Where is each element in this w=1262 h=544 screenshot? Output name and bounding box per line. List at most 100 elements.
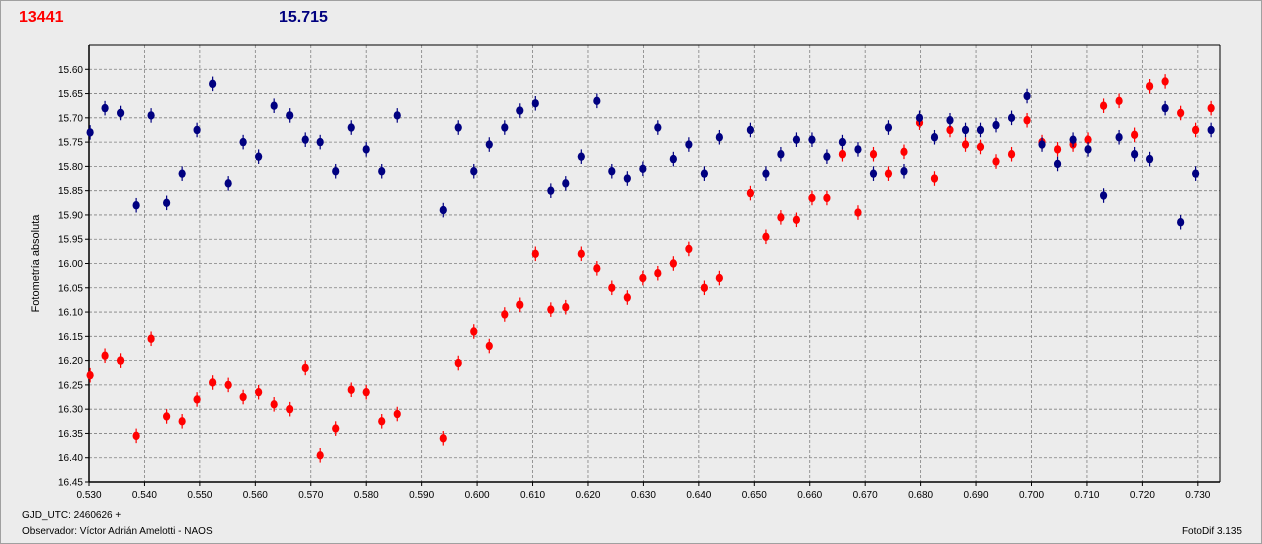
data-point (700, 169, 708, 178)
data-point (516, 106, 524, 115)
data-point (792, 135, 801, 144)
data-point (715, 273, 723, 283)
y-tick-label: 15.85 (58, 186, 83, 197)
data-point (1131, 130, 1139, 140)
data-point (746, 125, 755, 135)
x-tick-label: 0.570 (298, 490, 323, 501)
data-point (470, 327, 478, 336)
y-tick-label: 16.15 (58, 332, 83, 343)
data-point (1053, 159, 1062, 169)
data-point (1069, 135, 1077, 144)
data-point (869, 150, 878, 159)
data-point (1023, 91, 1031, 101)
data-point (209, 79, 217, 89)
data-point (531, 249, 539, 258)
x-tick-label: 0.620 (575, 490, 600, 501)
data-point (439, 205, 447, 215)
x-tick-label: 0.690 (964, 490, 989, 501)
data-point (593, 264, 601, 273)
y-tick-label: 16.00 (58, 259, 83, 270)
y-axis-label: Fotometría absoluta (30, 214, 42, 313)
data-point (562, 179, 570, 188)
data-point (930, 174, 939, 183)
data-point (900, 167, 908, 176)
data-point (715, 133, 723, 142)
data-point (838, 150, 847, 159)
data-point (1192, 169, 1200, 178)
data-point (700, 283, 708, 292)
y-tick-label: 15.80 (58, 162, 83, 173)
data-point (1007, 150, 1016, 159)
data-point (900, 147, 908, 157)
data-point (930, 133, 939, 142)
x-tick-label: 0.610 (520, 490, 545, 501)
data-point (577, 152, 585, 161)
data-point (992, 120, 1000, 130)
x-tick-label: 0.700 (1019, 490, 1044, 501)
data-point (255, 387, 263, 397)
data-point (762, 232, 770, 241)
data-point (86, 128, 94, 137)
x-tick-label: 0.560 (243, 490, 268, 501)
y-tick-label: 16.20 (58, 356, 83, 367)
y-tick-label: 16.45 (58, 478, 83, 489)
data-point (1145, 154, 1154, 164)
y-tick-label: 16.10 (58, 308, 83, 319)
data-point (347, 123, 355, 132)
x-tick-label: 0.720 (1130, 490, 1155, 501)
data-point (669, 154, 677, 164)
data-point (608, 283, 616, 292)
data-point (316, 137, 324, 147)
data-point (454, 358, 462, 368)
data-point (117, 356, 125, 365)
y-tick-label: 16.30 (58, 405, 83, 416)
y-tick-label: 16.25 (58, 380, 83, 391)
x-tick-label: 0.640 (686, 490, 711, 501)
data-point (838, 137, 847, 147)
data-point (132, 201, 140, 210)
data-point (178, 169, 186, 178)
gjd-label: GJD_UTC: 2460626 + (22, 510, 122, 521)
data-point (808, 193, 816, 203)
x-tick-label: 0.730 (1185, 490, 1210, 501)
data-point (854, 145, 862, 154)
data-point (946, 125, 954, 135)
data-point (163, 198, 171, 208)
data-point (1177, 218, 1185, 227)
data-point (823, 193, 831, 203)
data-point (685, 244, 693, 254)
data-point (301, 135, 309, 144)
data-point (485, 140, 493, 149)
data-point (239, 392, 247, 402)
data-point (915, 113, 924, 123)
data-point (961, 140, 970, 149)
object-id-label: 13441 (19, 9, 64, 26)
data-point (316, 451, 324, 460)
data-point (593, 96, 601, 106)
data-point (393, 111, 401, 120)
reference-value-label: 15.715 (279, 9, 328, 26)
data-point (1161, 77, 1169, 86)
data-point (792, 215, 801, 224)
data-point (1007, 113, 1016, 123)
data-point (132, 431, 140, 441)
data-point (301, 363, 309, 373)
data-point (1131, 150, 1139, 159)
data-point (531, 99, 539, 108)
data-point (378, 167, 386, 176)
data-point (378, 417, 386, 426)
data-point (193, 125, 201, 135)
data-point (762, 169, 770, 178)
data-point (577, 249, 585, 258)
data-point (163, 412, 171, 421)
data-point (623, 293, 631, 302)
data-point (117, 108, 125, 118)
data-point (362, 145, 370, 154)
y-tick-label: 15.75 (58, 138, 83, 149)
x-tick-label: 0.580 (354, 490, 379, 501)
data-point (669, 259, 677, 268)
x-tick-label: 0.670 (853, 490, 878, 501)
x-tick-label: 0.550 (187, 490, 212, 501)
x-tick-label: 0.650 (742, 490, 767, 501)
